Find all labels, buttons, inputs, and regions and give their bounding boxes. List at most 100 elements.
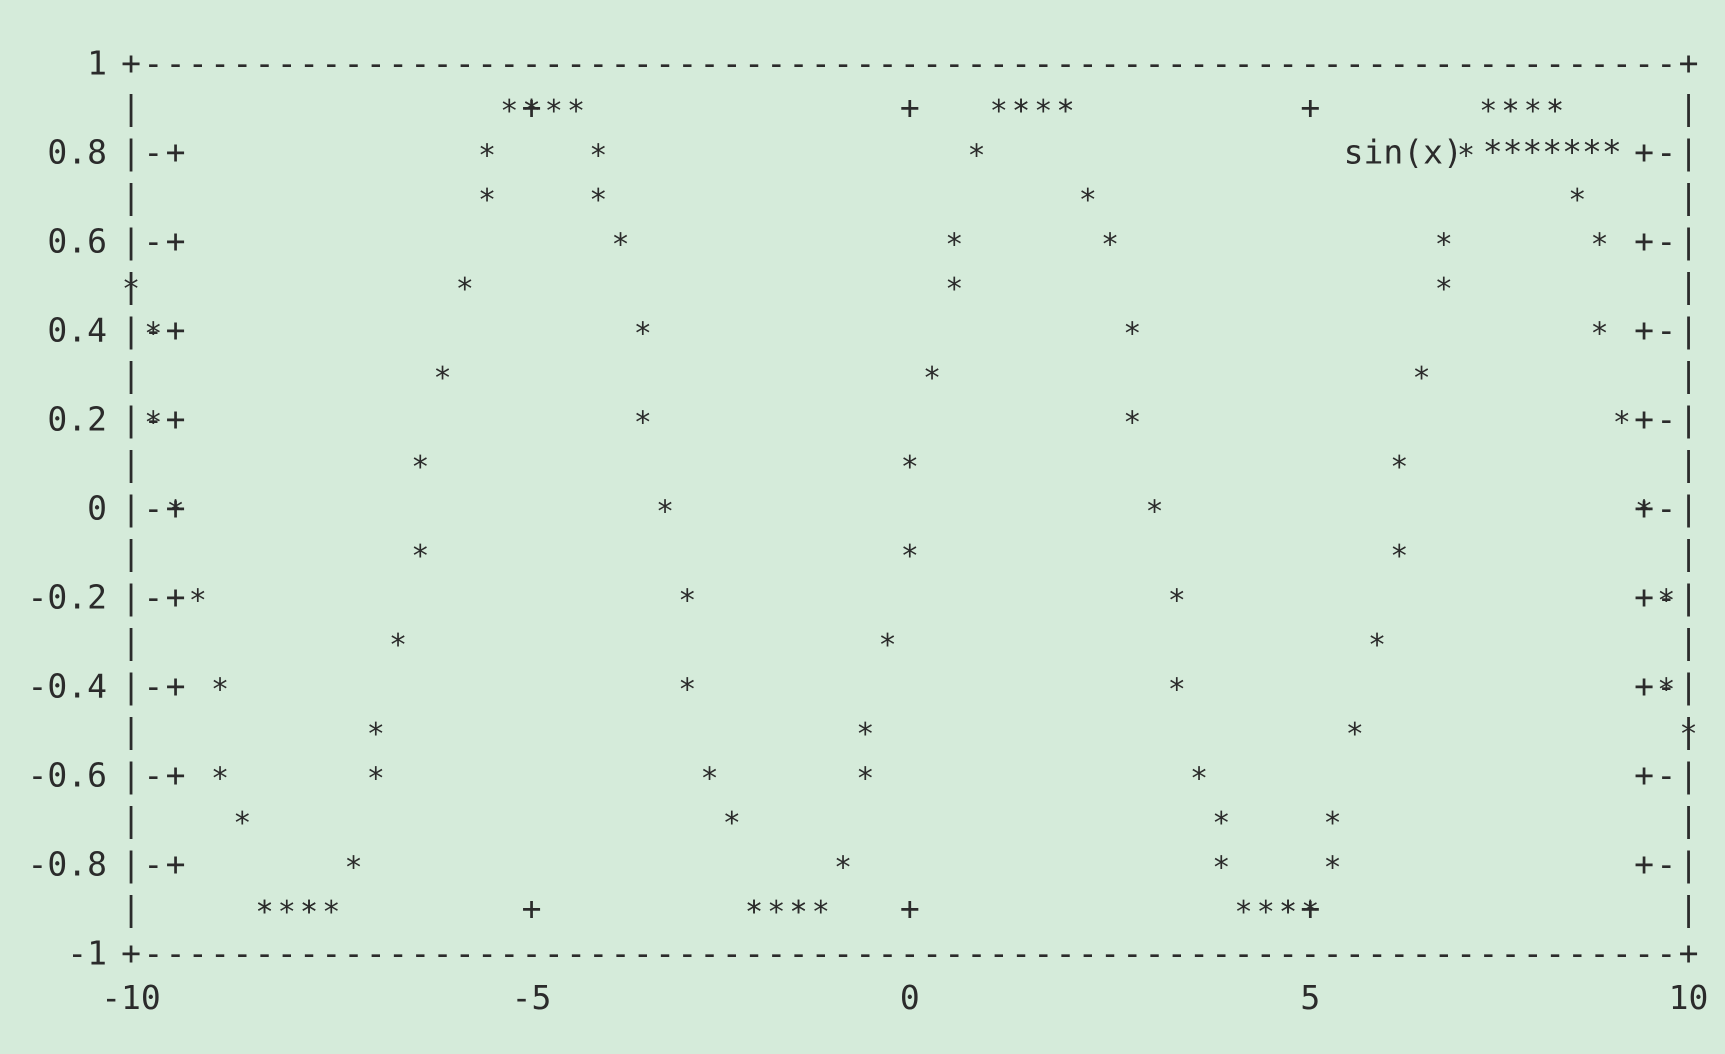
data-point: * — [1657, 584, 1675, 619]
frame-bottom-border: - — [1278, 934, 1298, 973]
frame-top-border: - — [744, 44, 764, 83]
data-point: * — [634, 406, 652, 441]
data-point: * — [1524, 94, 1542, 129]
y-tick-label: 0 — [87, 489, 107, 528]
frame-top-border: - — [655, 44, 675, 83]
data-point: * — [1412, 361, 1430, 396]
frame-bottom-border: - — [1323, 934, 1343, 973]
frame-right-border: | — [1679, 845, 1699, 884]
data-point: * — [967, 139, 985, 174]
y-tick-label: 0.6 — [47, 222, 107, 261]
frame-bottom-border: - — [566, 934, 586, 973]
frame-bottom-border: - — [366, 934, 386, 973]
data-point: * — [522, 94, 540, 129]
frame-bottom-border: - — [143, 934, 163, 973]
data-point: * — [834, 851, 852, 886]
frame-bottom-border: - — [455, 934, 475, 973]
data-point: * — [1168, 673, 1186, 708]
data-point: * — [1457, 139, 1475, 174]
frame-top-border: - — [143, 44, 163, 83]
frame-right-border: | — [1679, 177, 1699, 216]
y-tick-label: -0.4 — [28, 667, 107, 706]
y-tick-mark: + — [166, 489, 186, 528]
y-tick-mark: - — [143, 489, 163, 528]
y-tick-mark: - — [1656, 222, 1676, 261]
data-point: * — [878, 628, 896, 663]
frame-top-border: - — [1300, 44, 1320, 83]
data-point: * — [522, 94, 540, 129]
frame-top-border: - — [544, 44, 564, 83]
y-tick-label: -0.8 — [28, 845, 107, 884]
frame-top-border: - — [967, 44, 987, 83]
data-point: * — [1279, 895, 1297, 930]
data-point: * — [945, 228, 963, 263]
frame-right-border: | — [1679, 667, 1699, 706]
data-point: * — [456, 272, 474, 307]
frame-bottom-border: - — [188, 934, 208, 973]
data-point: * — [1435, 272, 1453, 307]
frame-left-border: | — [121, 756, 141, 795]
data-point: * — [411, 539, 429, 574]
frame-bottom-border: - — [1167, 934, 1187, 973]
frame-bottom-border: - — [166, 934, 186, 973]
data-point: * — [1012, 94, 1030, 129]
frame-bottom-border: - — [833, 934, 853, 973]
frame-top-border: - — [944, 44, 964, 83]
y-tick-mark: - — [1656, 311, 1676, 350]
frame-top-border: - — [232, 44, 252, 83]
y-tick-mark: + — [1634, 133, 1654, 172]
frame-bottom-border: - — [677, 934, 697, 973]
y-tick-mark: + — [166, 311, 186, 350]
frame-right-border: | — [1679, 711, 1699, 750]
frame-left-border: | — [121, 578, 141, 617]
data-point: * — [678, 584, 696, 619]
frame-bottom-border: - — [277, 934, 297, 973]
y-tick-label: 0.2 — [47, 400, 107, 439]
y-tick-label: -0.2 — [28, 578, 107, 617]
frame-top-border: - — [1211, 44, 1231, 83]
frame-left-border: | — [121, 845, 141, 884]
x-tick-mark: + — [1300, 889, 1320, 928]
frame-corner: + — [1679, 44, 1699, 83]
frame-bottom-border: - — [299, 934, 319, 973]
data-point: * — [745, 895, 763, 930]
frame-bottom-border: - — [1412, 934, 1432, 973]
data-point: * — [1212, 806, 1230, 841]
data-point: * — [611, 228, 629, 263]
frame-bottom-border: - — [410, 934, 430, 973]
y-tick-mark: - — [143, 756, 163, 795]
data-point: * — [589, 183, 607, 218]
frame-top-border: - — [878, 44, 898, 83]
data-point: * — [344, 851, 362, 886]
y-tick-mark: - — [1656, 489, 1676, 528]
frame-top-border: - — [1434, 44, 1454, 83]
data-point: * — [656, 495, 674, 530]
frame-bottom-border: - — [1078, 934, 1098, 973]
frame-top-border: - — [833, 44, 853, 83]
frame-bottom-border: - — [388, 934, 408, 973]
y-tick-mark: + — [1634, 311, 1654, 350]
frame-top-border: - — [1501, 44, 1521, 83]
data-point: * — [1257, 895, 1275, 930]
data-point: * — [1323, 806, 1341, 841]
frame-top-border: - — [1056, 44, 1076, 83]
frame-top-border: - — [1367, 44, 1387, 83]
frame-bottom-border: - — [1389, 934, 1409, 973]
frame-top-border: - — [1234, 44, 1254, 83]
data-point: * — [1301, 895, 1319, 930]
data-point: * — [1590, 228, 1608, 263]
data-point: * — [1234, 895, 1252, 930]
frame-bottom-border: - — [1189, 934, 1209, 973]
x-tick-mark: + — [522, 88, 542, 127]
frame-right-border: | — [1679, 889, 1699, 928]
frame-bottom-border: - — [477, 934, 497, 973]
y-tick-mark: + — [1634, 489, 1654, 528]
frame-bottom-border: - — [1590, 934, 1610, 973]
frame-bottom-border: - — [1011, 934, 1031, 973]
data-point: * — [923, 361, 941, 396]
frame-left-border: | — [121, 533, 141, 572]
data-point: * — [1568, 183, 1586, 218]
y-tick-mark: - — [1656, 133, 1676, 172]
